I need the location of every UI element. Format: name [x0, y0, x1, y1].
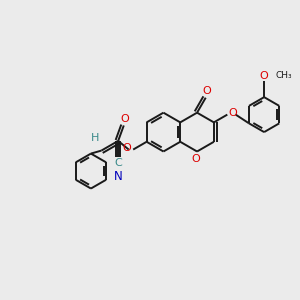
Text: H: H	[91, 133, 100, 143]
Text: O: O	[122, 143, 131, 153]
Text: CH₃: CH₃	[275, 71, 292, 80]
Text: O: O	[191, 154, 200, 164]
Text: O: O	[202, 86, 211, 96]
Text: O: O	[120, 115, 129, 124]
Text: C: C	[114, 158, 122, 168]
Text: O: O	[259, 71, 268, 81]
Text: N: N	[114, 170, 123, 183]
Text: O: O	[228, 108, 237, 118]
